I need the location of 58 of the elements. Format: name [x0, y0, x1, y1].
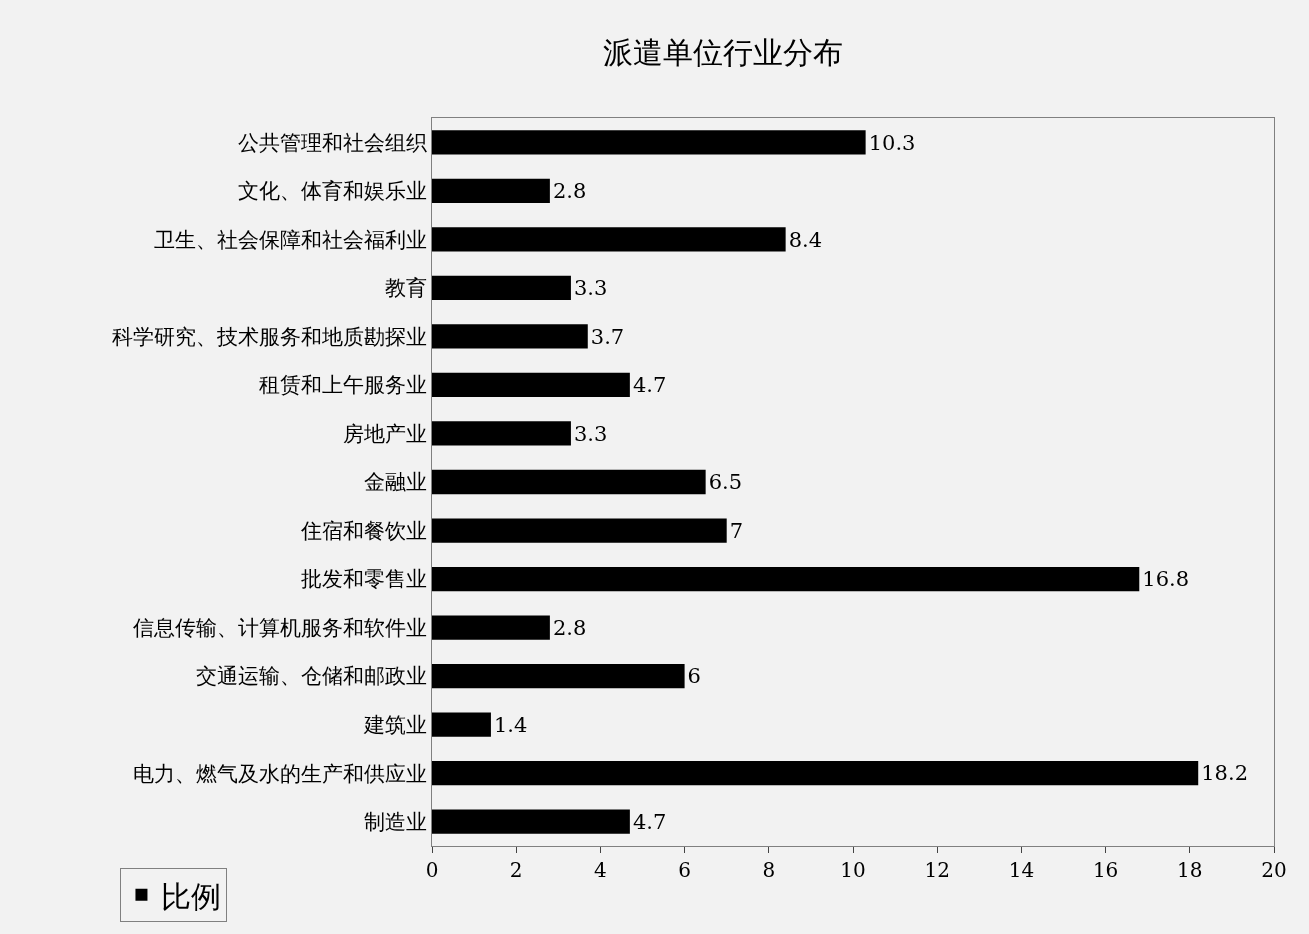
bar	[432, 227, 786, 252]
bar	[432, 566, 1140, 592]
bar	[432, 421, 571, 446]
y-tick-label: 批发和零售业	[300, 567, 427, 592]
x-tick-label: 18	[1177, 858, 1203, 882]
x-tick-label: 14	[1008, 858, 1035, 882]
bar	[432, 615, 550, 640]
y-tick-label: 科学研究、技术服务和地质勘探业	[111, 324, 427, 349]
y-tick-label: 住宿和餐饮业	[299, 518, 427, 543]
chart-title: 派遣单位行业分布	[602, 35, 843, 71]
data-label: 4.7	[632, 809, 667, 835]
bar	[432, 518, 727, 543]
y-tick-label: 制造业	[363, 810, 427, 835]
x-tick-label: 20	[1261, 858, 1287, 882]
data-label: 16.8	[1142, 566, 1190, 592]
x-tick-label: 10	[840, 858, 866, 882]
bar	[432, 275, 571, 300]
bar	[432, 324, 588, 349]
data-label: 18.2	[1201, 760, 1249, 786]
y-tick-label: 教育	[384, 276, 427, 301]
data-label: 7	[729, 517, 744, 543]
data-label: 8.4	[788, 226, 823, 252]
y-tick-label: 公共管理和社会组织	[237, 130, 427, 155]
x-tick-label: 6	[678, 858, 691, 882]
data-label: 3.7	[590, 323, 625, 349]
data-label: 2.8	[552, 614, 587, 640]
data-label: 10.3	[868, 129, 916, 155]
data-label: 6.5	[708, 469, 743, 495]
bar	[432, 372, 630, 398]
bar	[432, 469, 706, 495]
bar	[432, 130, 866, 155]
x-tick-label: 12	[924, 858, 950, 882]
y-tick-label: 建筑业	[362, 713, 427, 738]
y-tick-label: 房地产业	[342, 421, 427, 446]
x-tick-label: 0	[425, 858, 439, 882]
data-label: 4.7	[632, 372, 667, 398]
y-tick-label: 交通运输、仓储和邮政业	[195, 664, 427, 689]
y-tick-label: 信息传输、计算机服务和软件业	[132, 615, 427, 640]
bar	[432, 712, 491, 737]
data-label: 1.4	[493, 711, 528, 737]
x-tick-label: 16	[1092, 858, 1119, 882]
x-tick-label: 4	[594, 858, 607, 882]
bar	[432, 664, 685, 689]
bar	[432, 809, 630, 834]
data-label: 3.3	[573, 275, 608, 301]
y-tick-label: 文化、体育和娱乐业	[237, 179, 427, 204]
bar	[432, 178, 550, 203]
data-label: 3.3	[573, 420, 608, 446]
x-tick-label: 8	[762, 858, 776, 882]
bar	[432, 761, 1199, 786]
y-tick-label: 卫生、社会保障和社会福利业	[153, 227, 427, 252]
y-tick-label: 金融业	[363, 470, 427, 495]
data-label: 6	[687, 663, 701, 689]
x-tick-label: 2	[509, 858, 523, 882]
y-tick-label: 电力、燃气及水的生产和供应业	[132, 761, 427, 786]
y-tick-label: 租赁和上午服务业	[258, 373, 427, 398]
legend-label: 比例	[161, 878, 222, 914]
data-label: 2.8	[552, 178, 587, 204]
